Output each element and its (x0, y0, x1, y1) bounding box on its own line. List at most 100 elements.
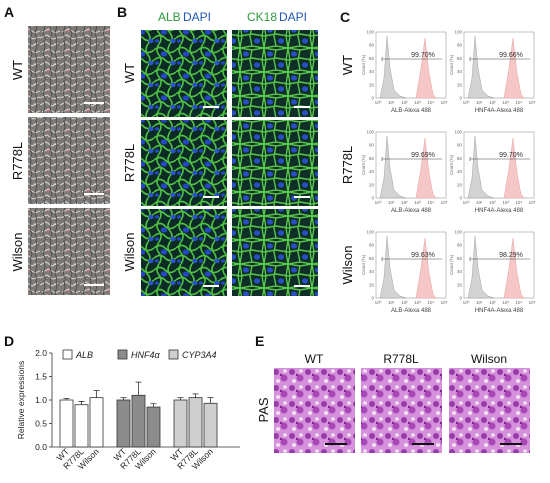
x-tick-label: 10² (489, 200, 496, 205)
if-image-ck18-r778l (232, 120, 318, 206)
x-tick-label: 10³ (414, 100, 421, 105)
flow-histogram: 0 20 40 60 80 100 Count (%) 10⁰ 10¹ 10² 10³ 10⁴ 10⁵ A… (361, 130, 448, 215)
sample-histogram (503, 237, 525, 299)
y-tick-label: 80 (457, 243, 463, 248)
control-histogram (467, 135, 495, 199)
y-tick-label: 100 (454, 230, 462, 235)
gate-percentage: 99.66% (499, 52, 523, 59)
control-histogram (379, 35, 407, 99)
x-tick-label: 10⁵ (529, 100, 536, 105)
pas-header-wilson: Wilson (471, 352, 507, 366)
y-tick-label: 100 (366, 30, 374, 35)
pas-header-wt: WT (305, 352, 324, 366)
y-axis-label: Count (%) (361, 254, 366, 275)
gate-percentage: 99.63% (411, 252, 435, 259)
y-tick-label: 80 (457, 143, 463, 148)
x-tick-label: 10³ (502, 100, 509, 105)
row-label-wt: WT (10, 60, 25, 80)
legend-hnf4a: HNF4α (131, 350, 161, 360)
x-tick-label: 10⁰ (375, 100, 382, 105)
if-image-alb-wt (141, 30, 227, 117)
y-tick-label: 0 (459, 96, 462, 101)
phase-image-r778l (28, 117, 110, 204)
x-tick-label: 10³ (502, 300, 509, 305)
phase-image-wilson (28, 208, 110, 295)
if-image-ck18-wilson (232, 209, 318, 296)
y-tick-label: 40 (457, 269, 463, 274)
if-image-alb-r778l (141, 120, 227, 206)
y-tick-label: 60 (369, 156, 375, 161)
x-tick-label: 10² (401, 200, 408, 205)
y-tick-label: 60 (457, 56, 463, 61)
sample-histogram (503, 37, 525, 99)
x-tick-label: 10¹ (388, 300, 395, 305)
x-tick-label: 10² (489, 300, 496, 305)
x-tick-label: 10⁴ (515, 100, 522, 105)
header-ck18-dapi: DAPI (279, 10, 307, 24)
sample-histogram (503, 137, 525, 199)
x-tick-label: 10³ (414, 200, 421, 205)
y-axis-label: Count (%) (361, 54, 366, 75)
panel-e-label: E (255, 333, 264, 349)
x-tick-label: 10³ (502, 200, 509, 205)
panel-a-label: A (4, 4, 14, 20)
pas-header-r778l: R778L (383, 352, 419, 366)
x-tick-label: 10³ (414, 300, 421, 305)
x-axis-label: HNF4A-Alexa 488 (475, 308, 524, 314)
y-tick-label: 80 (369, 43, 375, 48)
if-image-ck18-wt (232, 30, 318, 117)
x-tick-label: 10⁴ (427, 200, 434, 205)
control-histogram (467, 235, 495, 299)
legend-alb: ALB (75, 350, 93, 360)
x-tick-label: 10¹ (388, 200, 395, 205)
panel-a: WT R778L Wilson (10, 26, 110, 295)
x-tick-label: 10⁵ (529, 200, 536, 205)
bar (188, 397, 203, 448)
y-axis-label: Count (%) (361, 154, 366, 175)
y-axis-label: Count (%) (449, 54, 454, 75)
sample-histogram (415, 137, 437, 199)
bar (59, 399, 74, 448)
bar (74, 404, 89, 448)
phase-image-wt (28, 26, 110, 113)
y-axis-label: Relative expressions (16, 361, 26, 439)
panel-d-bar-chart: Relative expressions ALB HNF4α CYP3A4 0.… (16, 348, 240, 471)
y-tick-label: 0 (371, 96, 374, 101)
y-tick-label: 0 (371, 296, 374, 301)
y-tick-label: 20 (369, 82, 375, 87)
y-tick-label: 0.0 (35, 442, 47, 452)
bar (89, 397, 104, 448)
row-label-wilson: Wilson (122, 232, 137, 271)
x-tick-label: 10¹ (476, 200, 483, 205)
y-tick-label: 40 (457, 169, 463, 174)
y-tick-label: 20 (369, 182, 375, 187)
y-tick-label: 20 (457, 82, 463, 87)
y-tick-label: 20 (457, 182, 463, 187)
y-tick-label: 40 (369, 69, 375, 74)
panel-b-label: B (117, 4, 127, 20)
y-tick-label: 60 (457, 156, 463, 161)
flow-histogram: 0 20 40 60 80 100 Count (%) 10⁰ 10¹ 10² 10³ 10⁴ 10⁵ H… (449, 130, 536, 215)
y-axis-label: Count (%) (449, 254, 454, 275)
row-label-r778l: R778L (10, 142, 25, 180)
flow-row-label: WT (340, 55, 355, 75)
x-axis-label: ALB-Alexa 488 (391, 108, 432, 114)
bar (146, 406, 161, 448)
y-tick-label: 100 (366, 130, 374, 135)
y-tick-label: 60 (457, 256, 463, 261)
y-tick-label: 60 (369, 256, 375, 261)
x-tick-label: 10⁵ (441, 300, 448, 305)
y-tick-label: 0.5 (35, 419, 47, 429)
bar (131, 394, 146, 448)
y-tick-label: 40 (457, 69, 463, 74)
panel-d-label: D (4, 333, 14, 349)
x-tick-label: 10¹ (476, 300, 483, 305)
header-alb-dapi: DAPI (183, 10, 211, 24)
gate-percentage: 98.29% (499, 252, 523, 259)
x-tick-label: 10⁰ (463, 100, 470, 105)
bar (173, 399, 188, 448)
panel-e: WT R778L Wilson PAS (256, 352, 530, 453)
header-ck18: CK18 (247, 10, 277, 24)
y-tick-label: 80 (457, 43, 463, 48)
panel-c-label: C (340, 9, 350, 25)
